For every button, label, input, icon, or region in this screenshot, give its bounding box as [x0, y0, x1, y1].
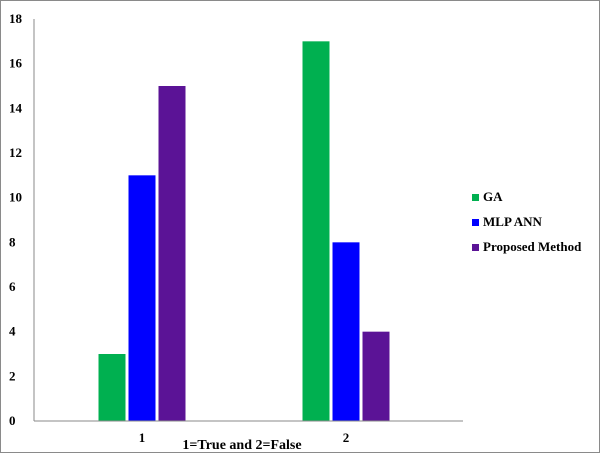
y-tick-label: 18 — [9, 11, 23, 26]
y-tick-label: 6 — [9, 279, 16, 294]
bar-ga-1 — [98, 354, 126, 421]
legend-label: MLP ANN — [483, 214, 542, 229]
x-tick-label: 1 — [139, 430, 146, 445]
legend: GA MLP ANN Proposed Method — [472, 189, 582, 254]
bar-proposed-method-1 — [158, 86, 186, 421]
y-axis-ticks: 0 2 4 6 8 10 12 14 16 18 — [9, 11, 23, 428]
y-tick-label: 14 — [9, 100, 23, 115]
bar-marks — [98, 41, 390, 421]
bar-ga-2 — [302, 41, 330, 421]
y-tick-label: 8 — [9, 234, 16, 249]
y-tick-label: 0 — [9, 413, 16, 428]
bar-proposed-method-2 — [362, 331, 390, 421]
y-tick-label: 12 — [9, 145, 22, 160]
bar-mlp-ann-2 — [332, 242, 360, 421]
y-tick-label: 10 — [9, 190, 22, 205]
legend-swatch-ga — [472, 194, 479, 201]
x-axis-label: 1=True and 2=False — [182, 438, 301, 453]
legend-label: GA — [483, 189, 503, 204]
x-tick-label: 2 — [343, 430, 350, 445]
y-tick-label: 2 — [9, 368, 16, 383]
y-tick-label: 4 — [9, 324, 16, 339]
legend-label: Proposed Method — [483, 239, 582, 254]
y-tick-label: 16 — [9, 56, 23, 71]
bar-mlp-ann-1 — [128, 175, 156, 421]
legend-swatch-proposed-method — [472, 244, 479, 251]
legend-swatch-mlp-ann — [472, 219, 479, 226]
